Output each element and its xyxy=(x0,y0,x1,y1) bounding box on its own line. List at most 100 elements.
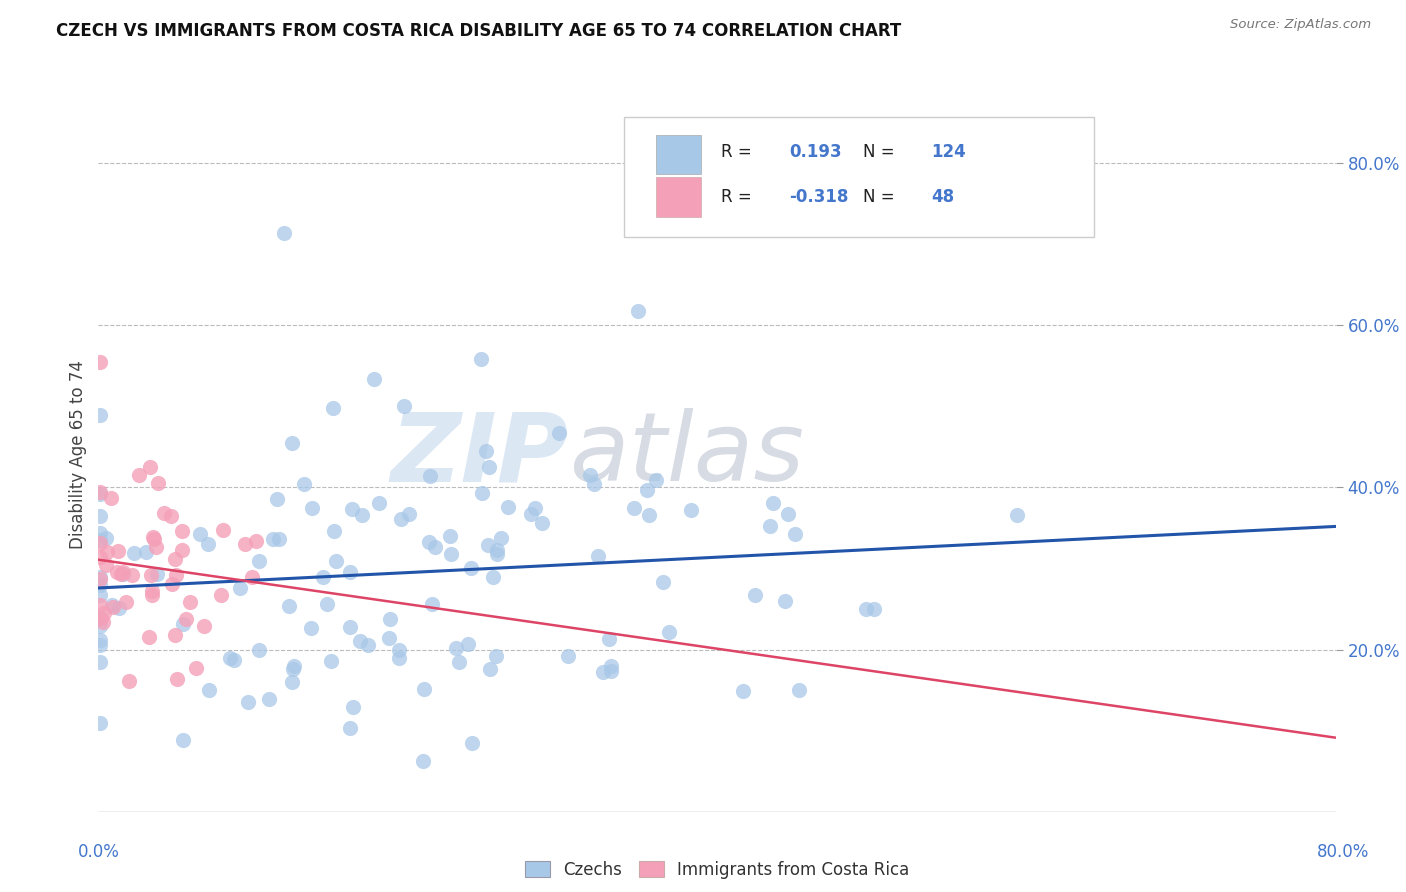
Point xyxy=(342,699,364,714)
Point xyxy=(292,477,315,491)
Point xyxy=(778,507,800,521)
Point xyxy=(457,637,479,651)
Point xyxy=(378,612,401,626)
Point xyxy=(339,565,361,579)
Point xyxy=(783,527,806,541)
Point xyxy=(142,530,165,544)
Point xyxy=(122,546,145,560)
Point xyxy=(598,632,620,647)
Point xyxy=(449,655,471,669)
Point xyxy=(645,473,668,487)
Point xyxy=(638,508,661,522)
Point xyxy=(446,641,468,656)
Point xyxy=(121,568,143,582)
Point xyxy=(240,570,263,584)
Point xyxy=(165,627,187,641)
Point xyxy=(135,545,157,559)
FancyBboxPatch shape xyxy=(624,118,1094,237)
Point xyxy=(193,618,215,632)
Point xyxy=(759,519,782,533)
Point xyxy=(209,588,232,602)
Point xyxy=(266,491,288,506)
Point xyxy=(398,507,420,521)
Point xyxy=(278,599,301,613)
Point xyxy=(89,487,111,501)
Point xyxy=(636,483,658,497)
Point xyxy=(679,503,702,517)
Point xyxy=(496,500,519,514)
Point xyxy=(145,540,167,554)
Point xyxy=(627,304,650,318)
Point xyxy=(744,588,766,602)
Point xyxy=(89,355,111,369)
Point xyxy=(461,736,484,750)
Point xyxy=(281,662,304,676)
Point xyxy=(89,572,111,586)
Text: 0.193: 0.193 xyxy=(789,144,841,161)
Point xyxy=(439,529,461,543)
Point xyxy=(89,611,111,625)
Point xyxy=(218,651,240,665)
Point xyxy=(600,659,623,673)
Point xyxy=(105,565,128,579)
Point xyxy=(89,633,111,648)
Point xyxy=(481,570,503,584)
Point xyxy=(89,638,111,652)
Point xyxy=(394,399,416,413)
Text: R =: R = xyxy=(721,187,756,205)
Point xyxy=(141,568,163,582)
Point xyxy=(582,476,605,491)
Text: atlas: atlas xyxy=(568,409,804,501)
Point xyxy=(90,611,112,625)
Point xyxy=(262,532,284,546)
Point xyxy=(315,597,337,611)
Point xyxy=(197,537,219,551)
Point xyxy=(233,537,256,551)
Point xyxy=(363,371,385,385)
Point xyxy=(143,532,166,546)
Text: -0.318: -0.318 xyxy=(789,187,848,205)
Point xyxy=(486,543,509,558)
Point xyxy=(111,566,134,580)
Point xyxy=(153,506,176,520)
Point xyxy=(114,595,136,609)
Point xyxy=(658,625,681,640)
Point xyxy=(478,662,501,676)
Point xyxy=(863,602,886,616)
Point xyxy=(389,512,412,526)
Point xyxy=(146,476,169,491)
Point xyxy=(89,484,111,499)
Point xyxy=(477,538,499,552)
Point xyxy=(89,618,111,632)
Point xyxy=(339,722,361,736)
Point xyxy=(339,620,361,634)
Point xyxy=(623,500,645,515)
Text: N =: N = xyxy=(863,187,900,205)
Point xyxy=(139,460,162,475)
Point xyxy=(388,651,411,665)
Point xyxy=(172,733,194,747)
Point xyxy=(188,527,211,541)
Point xyxy=(89,549,111,564)
Text: 80.0%: 80.0% xyxy=(1316,843,1369,861)
Point xyxy=(89,716,111,731)
Point xyxy=(138,630,160,644)
Point xyxy=(247,553,270,567)
Point xyxy=(600,664,623,678)
Point xyxy=(299,621,322,635)
Point xyxy=(787,683,810,698)
Point xyxy=(107,601,129,615)
Point xyxy=(222,653,245,667)
Point xyxy=(301,500,323,515)
Text: 124: 124 xyxy=(931,144,966,161)
Point xyxy=(478,459,501,474)
Point xyxy=(118,673,141,688)
Text: CZECH VS IMMIGRANTS FROM COSTA RICA DISABILITY AGE 65 TO 74 CORRELATION CHART: CZECH VS IMMIGRANTS FROM COSTA RICA DISA… xyxy=(56,22,901,40)
Point xyxy=(325,553,347,567)
Point xyxy=(651,575,673,590)
Point xyxy=(773,594,796,608)
Point xyxy=(321,654,343,668)
Point xyxy=(174,612,197,626)
Point xyxy=(322,524,344,538)
Point xyxy=(350,508,373,522)
